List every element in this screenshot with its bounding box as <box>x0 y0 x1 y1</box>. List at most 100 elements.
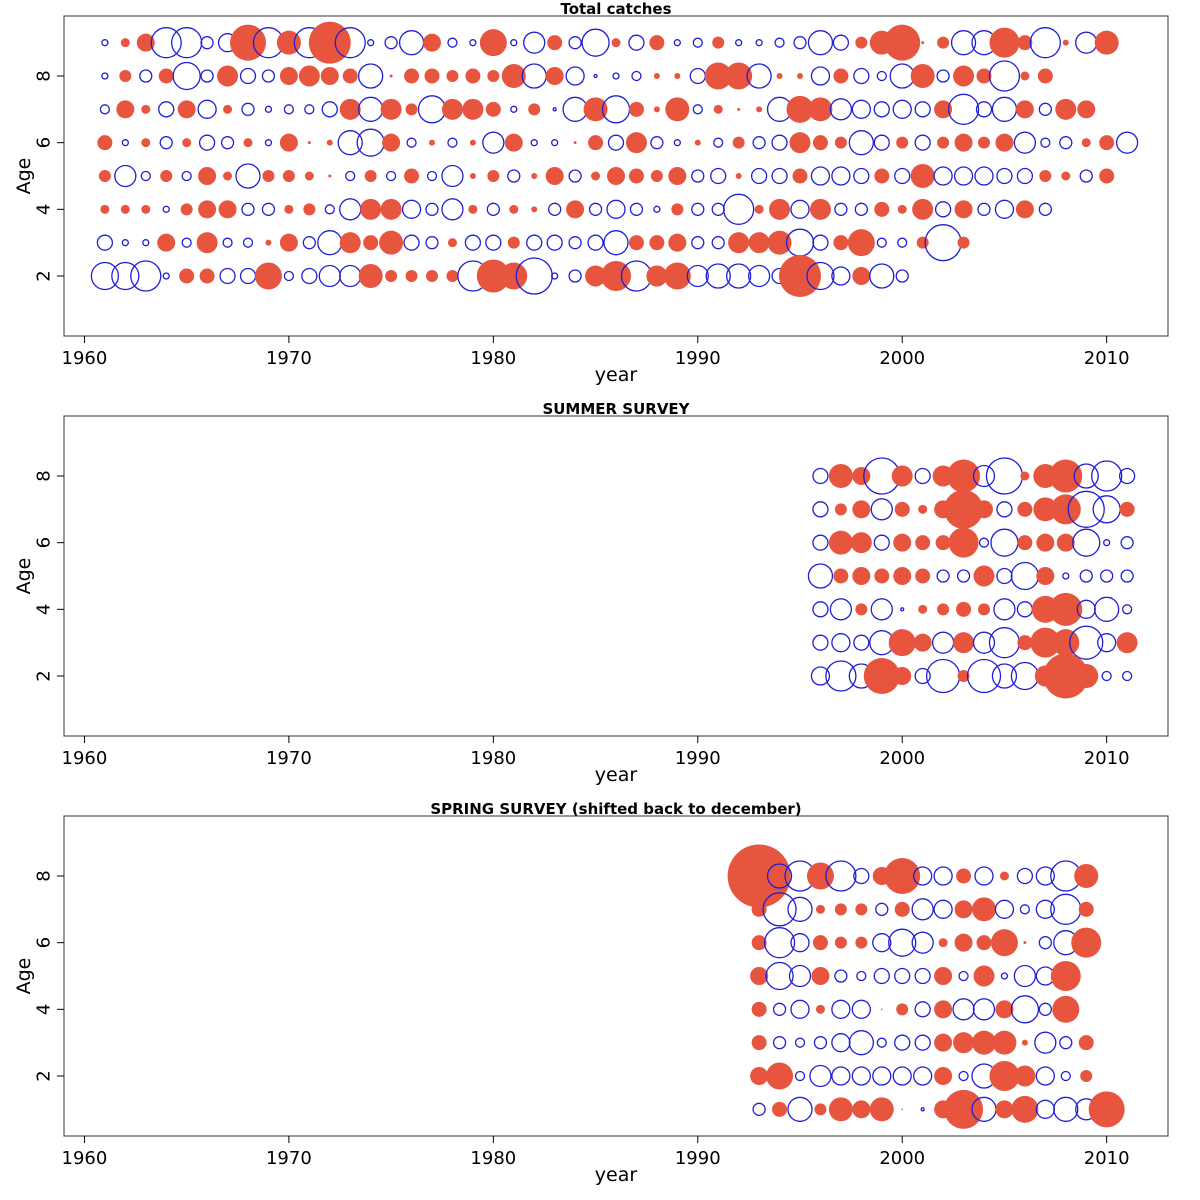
bubble-negative <box>367 39 375 47</box>
bubble-positive <box>1061 171 1071 181</box>
bubble-negative <box>150 27 182 59</box>
bubble-positive <box>915 535 931 551</box>
bubble-negative <box>788 964 812 988</box>
bubble-negative <box>1075 31 1098 54</box>
bubble-positive <box>990 929 1018 957</box>
bubble-positive <box>650 170 663 182</box>
bubble-negative <box>856 970 867 982</box>
bubble-negative <box>996 567 1013 585</box>
bubble-positive <box>995 133 1014 152</box>
bubble-positive <box>954 933 973 952</box>
x-tick-label: 1960 <box>62 1148 108 1169</box>
bubble-positive <box>874 168 890 184</box>
bubble-negative <box>1062 572 1070 580</box>
panel-title: SUMMER SURVEY <box>542 400 690 418</box>
bubble-negative <box>711 236 725 250</box>
bubble-positive <box>694 139 701 146</box>
bubble-positive <box>404 168 420 184</box>
bubble-negative <box>872 933 892 953</box>
bubble-positive <box>910 64 935 88</box>
bubble-positive <box>136 33 155 52</box>
bubble-negative <box>870 498 893 521</box>
bubble-negative <box>1034 1031 1057 1054</box>
bubble-positive <box>808 97 833 122</box>
plot-frame <box>63 15 1169 337</box>
bubble-negative <box>485 234 502 251</box>
bubble-negative <box>1010 995 1040 1024</box>
bubble-positive <box>646 265 668 287</box>
bubble-negative <box>507 169 521 183</box>
bubble-negative <box>1016 867 1034 885</box>
bubble-positive <box>119 70 132 82</box>
bubble-positive <box>863 658 900 694</box>
bubble-negative <box>1040 137 1051 148</box>
bubble-negative <box>628 34 645 51</box>
bubble-negative <box>441 164 464 188</box>
bubble-positive <box>98 170 111 182</box>
bubble-negative <box>631 70 642 82</box>
bubble-negative <box>562 96 588 122</box>
bubble-negative <box>809 1064 832 1088</box>
bubble-negative <box>1038 1002 1052 1016</box>
bubble-negative <box>181 237 192 248</box>
bubble-positive <box>973 965 995 987</box>
bubble-positive <box>852 267 871 285</box>
bubble-positive <box>953 1032 975 1054</box>
bubble-positive <box>628 101 644 117</box>
bubble-negative <box>142 239 150 247</box>
bubble-negative <box>772 1036 787 1050</box>
bubble-negative <box>398 30 425 56</box>
bubble-negative <box>1053 1096 1079 1122</box>
bubble-positive <box>814 1103 827 1116</box>
bubble-negative <box>551 139 559 147</box>
bubble-positive <box>956 601 972 617</box>
bubble-negative <box>853 634 870 651</box>
bubble-positive <box>1094 30 1119 55</box>
bubble-positive <box>938 938 948 948</box>
bubble-positive <box>441 98 463 120</box>
bubble-positive <box>298 65 320 87</box>
bubble-positive <box>100 204 110 214</box>
bubble-negative <box>873 967 890 985</box>
bubble-negative <box>417 95 447 124</box>
bubble-positive <box>918 604 928 614</box>
bubble-positive <box>566 200 585 219</box>
y-tick-label: 4 <box>34 604 55 615</box>
bubble-positive <box>1055 98 1077 120</box>
bubble-positive <box>815 1004 825 1014</box>
bubble-negative <box>953 166 974 186</box>
y-tick-label: 2 <box>34 670 55 681</box>
bubble-positive <box>880 1008 883 1011</box>
bubble-negative <box>239 267 257 285</box>
bubble-positive <box>423 33 441 52</box>
x-axis-label: year <box>595 364 638 386</box>
bubble-positive <box>528 103 541 116</box>
bubble-positive <box>1062 39 1069 46</box>
bubble-positive <box>855 936 868 949</box>
bubble-negative <box>339 198 362 221</box>
bubble-negative <box>763 927 796 959</box>
bubble-positive <box>975 500 993 519</box>
bubble-positive <box>828 530 853 555</box>
bubble-positive <box>389 74 393 78</box>
bubble-positive <box>976 68 992 84</box>
bubble-positive <box>320 67 339 85</box>
bubble-positive <box>833 568 849 584</box>
bubble-negative <box>994 199 1015 219</box>
bubble-negative <box>810 166 831 186</box>
bubble-positive <box>665 97 690 122</box>
bubble-positive <box>1050 961 1081 991</box>
bubble-negative <box>1101 670 1112 682</box>
bubble-negative <box>114 164 137 188</box>
bubble-positive <box>1043 653 1089 699</box>
bubble-negative <box>101 72 109 80</box>
bubble-negative <box>894 1034 911 1051</box>
bubble-positive <box>934 1067 953 1085</box>
bubble-positive <box>339 98 361 120</box>
bubble-negative <box>612 72 620 80</box>
bubble-negative <box>933 899 953 919</box>
bubble-positive <box>811 967 830 985</box>
bubble-negative <box>1035 1066 1055 1086</box>
bubble-positive <box>956 868 972 884</box>
